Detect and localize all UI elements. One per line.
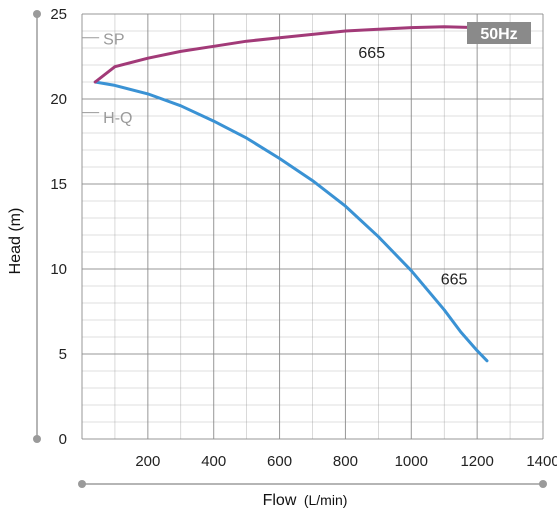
y-axis-rail-top-cap bbox=[33, 10, 41, 18]
frequency-badge bbox=[467, 22, 531, 44]
frequency-badge-label: 50Hz bbox=[480, 26, 517, 43]
x-axis-rail-left-cap bbox=[78, 480, 86, 488]
x-tick-label: 1000 bbox=[395, 453, 428, 470]
y-tick-labels: 0 5 10 15 20 25 bbox=[50, 6, 67, 448]
x-tick-label: 200 bbox=[135, 453, 160, 470]
series-name-label-sp: SP bbox=[103, 32, 124, 49]
y-axis-rail-bottom-cap bbox=[33, 435, 41, 443]
y-tick-label: 0 bbox=[59, 431, 67, 448]
series-model-label-sp: 665 bbox=[358, 45, 385, 62]
minor-grid bbox=[82, 14, 543, 439]
series-line-sp bbox=[93, 25, 489, 84]
x-axis-label-unit: (L/min) bbox=[304, 492, 348, 508]
x-tick-label: 1400 bbox=[526, 453, 557, 470]
series-layer: H-Q 665 SP 665 bbox=[82, 25, 489, 363]
x-tick-label: 400 bbox=[201, 453, 226, 470]
series-model-label-hq: 665 bbox=[441, 271, 468, 288]
series-name-label-hq: H-Q bbox=[103, 110, 132, 127]
y-tick-label: 20 bbox=[50, 91, 67, 108]
x-tick-labels: 200 400 600 800 1000 1200 1400 bbox=[135, 453, 557, 470]
series-line-hq bbox=[93, 80, 489, 363]
y-tick-label: 25 bbox=[50, 6, 67, 23]
x-axis-label-name: Flow bbox=[263, 492, 297, 509]
x-tick-label: 800 bbox=[333, 453, 358, 470]
y-axis-label: Head (m) bbox=[7, 208, 24, 275]
y-tick-label: 15 bbox=[50, 176, 67, 193]
x-axis-label: Flow (L/min) bbox=[263, 492, 348, 509]
x-axis-rail-right-cap bbox=[539, 480, 547, 488]
x-tick-label: 600 bbox=[267, 453, 292, 470]
x-tick-label: 1200 bbox=[460, 453, 493, 470]
y-tick-label: 10 bbox=[50, 261, 67, 278]
y-tick-label: 5 bbox=[59, 346, 67, 363]
major-grid bbox=[81, 13, 544, 440]
